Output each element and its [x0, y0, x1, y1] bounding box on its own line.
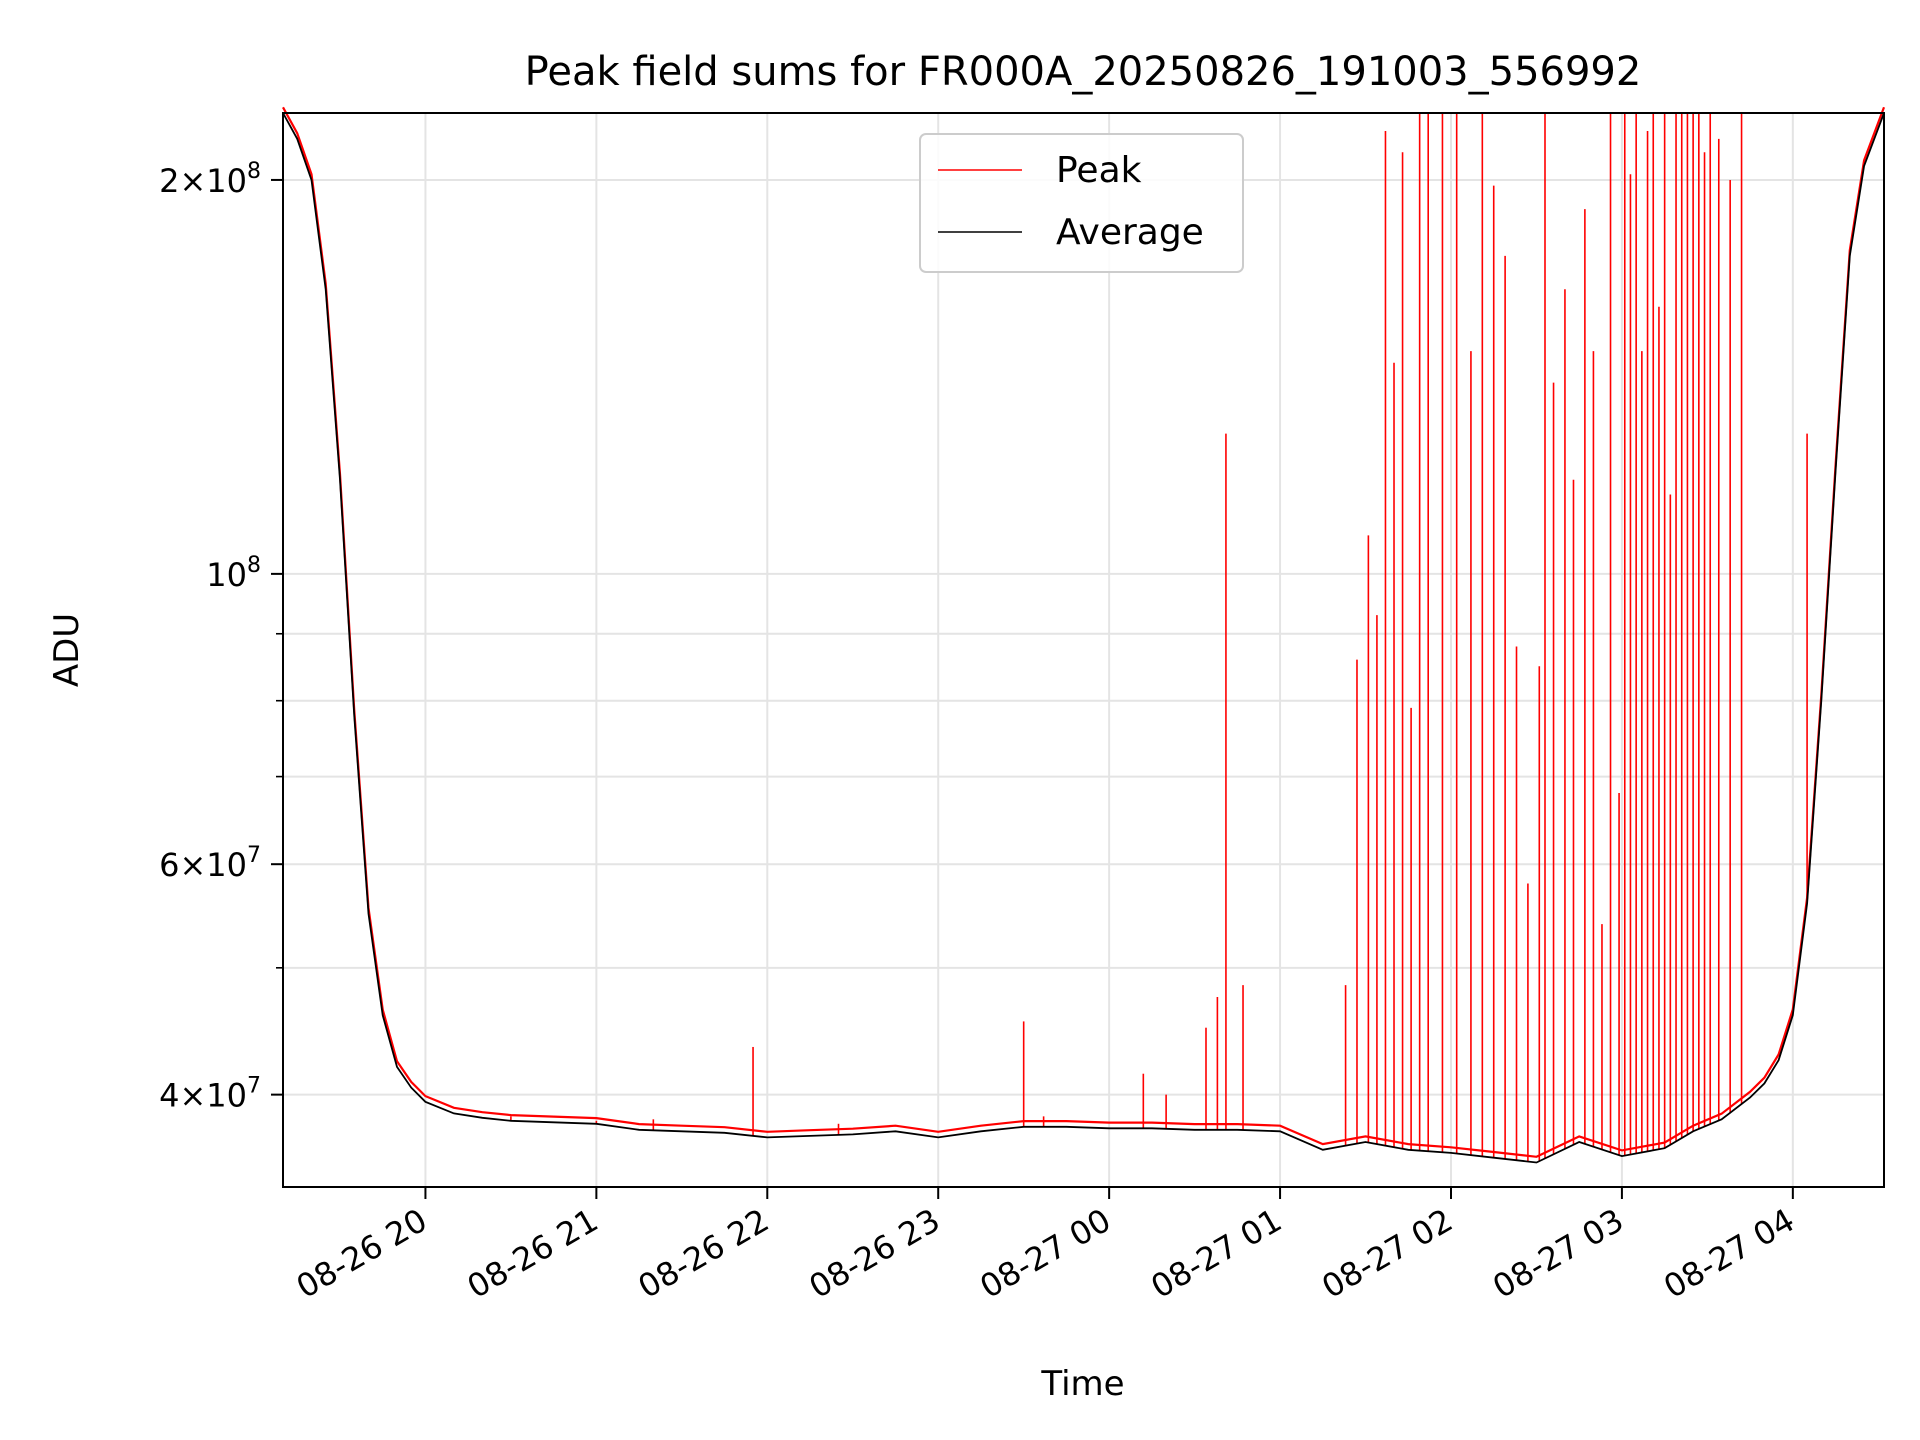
legend-label-average: Average: [1056, 212, 1204, 253]
x-axis-title: Time: [1040, 1364, 1124, 1404]
y-tick-label: 108: [206, 553, 261, 594]
legend: Peak Average: [919, 133, 1244, 273]
y-tick-label: 4×107: [159, 1074, 261, 1115]
legend-label-peak: Peak: [1056, 150, 1142, 191]
y-axis-title: ADU: [47, 613, 87, 687]
y-axis: 2×108 108 6×107 4×107: [159, 159, 283, 1115]
average-series-line: [282, 112, 1885, 1164]
plot-series: [282, 106, 1886, 1164]
chart-title: Peak field sums for FR000A_20250826_1910…: [525, 49, 1642, 95]
peak-series-line: [282, 106, 1886, 1158]
y-tick-label: 6×107: [159, 843, 261, 884]
legend-box: [919, 133, 1244, 273]
plot-frame: [282, 112, 1885, 1188]
y-tick-label: 2×108: [159, 159, 261, 200]
